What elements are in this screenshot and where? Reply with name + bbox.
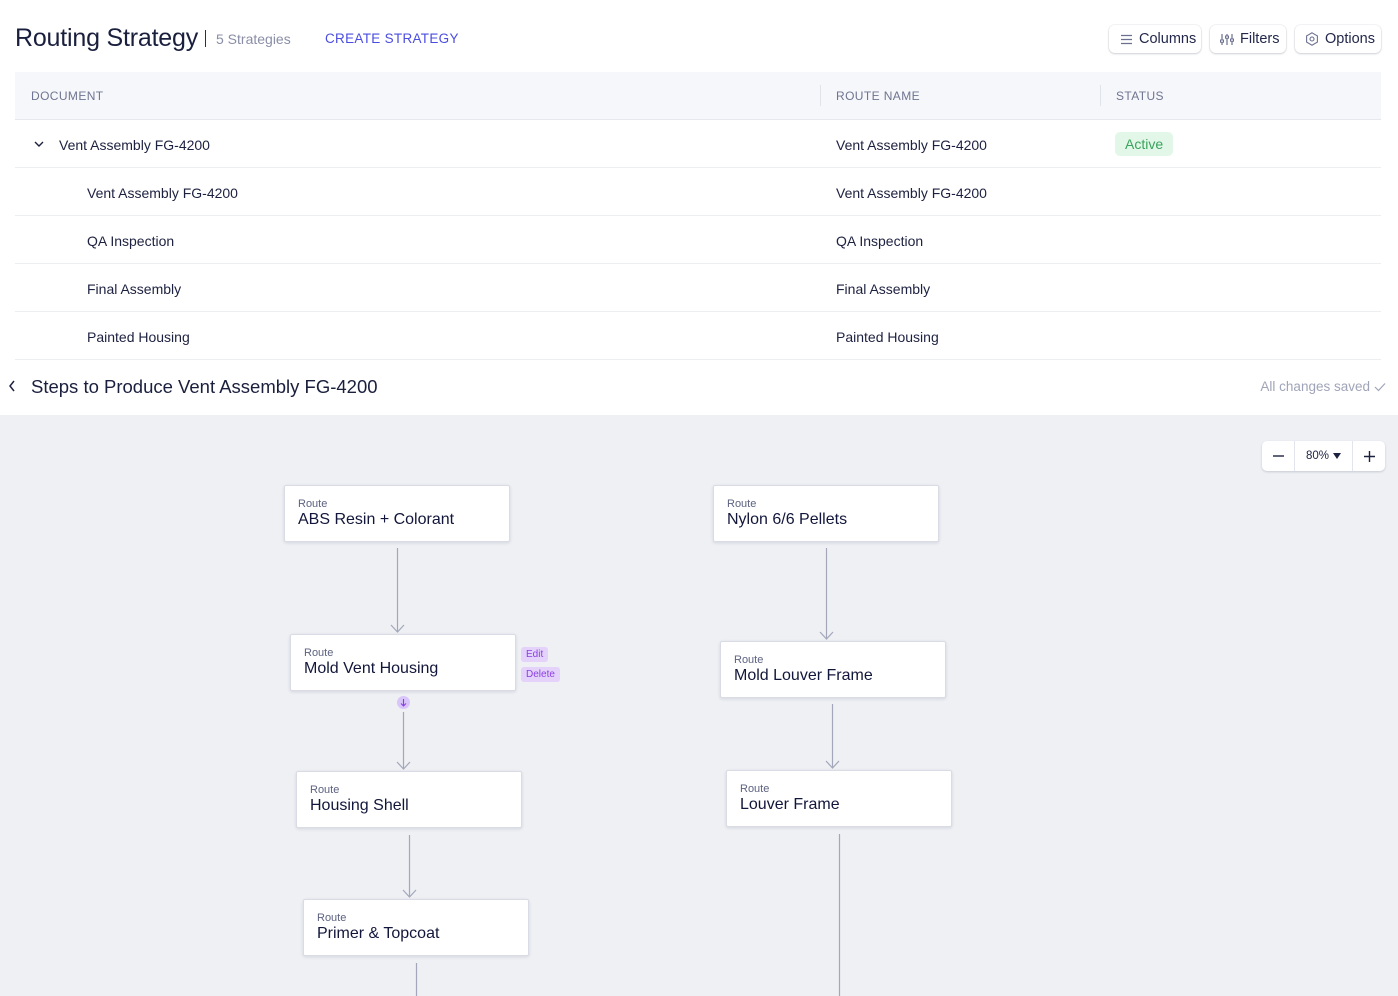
route-node[interactable]: Route Nylon 6/6 Pellets (713, 485, 939, 542)
page-title: Routing Strategy (15, 24, 199, 52)
row-route-name: Vent Assembly FG-4200 (836, 137, 987, 153)
create-strategy-button[interactable]: CREATE STRATEGY (325, 31, 459, 46)
arrow-head-icon (402, 889, 417, 898)
route-node-name: Nylon 6/6 Pellets (727, 511, 848, 528)
column-divider[interactable] (1100, 85, 1101, 106)
route-node[interactable]: Route Mold Louver Frame (720, 641, 946, 698)
plus-icon (1363, 450, 1375, 462)
columns-icon (1118, 31, 1134, 47)
zoom-select[interactable]: 80% (1295, 450, 1352, 462)
options-label: Options (1325, 31, 1375, 47)
route-node-name: Mold Vent Housing (304, 660, 439, 677)
title-divider (205, 30, 206, 47)
row-route-name: Final Assembly (836, 281, 931, 297)
columns-label: Columns (1139, 31, 1197, 47)
column-divider[interactable] (820, 85, 821, 106)
table-row[interactable]: Vent Assembly FG-4200 Vent Assembly FG-4… (15, 120, 1381, 168)
zoom-divider (1352, 441, 1353, 471)
route-node-label: Route (734, 654, 764, 666)
options-button[interactable]: Options (1295, 25, 1381, 53)
route-node-name: Louver Frame (740, 796, 840, 813)
caret-down-icon (1333, 453, 1342, 459)
save-status-text: All changes saved (1260, 379, 1370, 394)
columns-button[interactable]: Columns (1109, 25, 1201, 53)
route-node[interactable]: Route ABS Resin + Colorant (284, 485, 510, 542)
arrow-head-icon (825, 760, 840, 769)
sliders-icon (1219, 31, 1235, 47)
row-document: Painted Housing (87, 329, 190, 345)
page-header: Routing Strategy 5 Strategies CREATE STR… (0, 0, 1398, 72)
route-node-name: Mold Louver Frame (734, 667, 873, 684)
row-route-name: Vent Assembly FG-4200 (836, 185, 987, 201)
arrow-head-icon (390, 624, 405, 633)
route-node[interactable]: Route Mold Vent Housing (290, 634, 516, 691)
row-document: Vent Assembly FG-4200 (87, 185, 238, 201)
filters-label: Filters (1240, 31, 1280, 47)
row-route-name: QA Inspection (836, 233, 924, 249)
route-node-label: Route (298, 498, 328, 510)
route-node-label: Route (727, 498, 757, 510)
add-step-button[interactable] (397, 696, 410, 709)
zoom-in-button[interactable] (1353, 441, 1385, 471)
route-node-name: Housing Shell (310, 797, 409, 814)
arrow-head-icon (396, 761, 411, 770)
route-node-name: ABS Resin + Colorant (298, 511, 455, 528)
column-header-document[interactable]: DOCUMENT (31, 89, 104, 103)
route-node-label: Route (304, 647, 334, 659)
table-row[interactable]: Final Assembly Final Assembly (15, 264, 1381, 312)
route-node[interactable]: Route Primer & Topcoat (303, 899, 529, 956)
delete-node-button[interactable]: Delete (521, 667, 560, 682)
table-row[interactable]: Painted Housing Painted Housing (15, 312, 1381, 360)
minus-icon (1272, 455, 1284, 457)
chevron-down-icon[interactable] (33, 139, 45, 149)
checkmark-icon (1374, 382, 1386, 391)
arrow-head-icon (819, 631, 834, 640)
route-connectors (390, 548, 841, 996)
route-node[interactable]: Route Louver Frame (726, 770, 952, 827)
status-badge: Active (1115, 132, 1174, 156)
row-document: Vent Assembly FG-4200 (59, 137, 210, 153)
route-node-label: Route (317, 912, 347, 924)
column-header-status[interactable]: STATUS (1116, 89, 1164, 103)
zoom-control: 80% (1262, 441, 1385, 471)
column-header-route-name[interactable]: ROUTE NAME (836, 89, 921, 103)
table-header: DOCUMENT ROUTE NAME STATUS (15, 72, 1381, 120)
row-document: QA Inspection (87, 233, 175, 249)
steps-title: Steps to Produce Vent Assembly FG-4200 (31, 376, 378, 397)
table-row[interactable]: Vent Assembly FG-4200 Vent Assembly FG-4… (15, 168, 1381, 216)
route-node[interactable]: Route Housing Shell (296, 771, 522, 828)
steps-header: Steps to Produce Vent Assembly FG-4200 A… (0, 360, 1398, 415)
strategy-count: 5 Strategies (216, 31, 291, 47)
zoom-out-button[interactable] (1262, 441, 1294, 471)
row-document: Final Assembly (87, 281, 182, 297)
arrow-down-icon (400, 699, 407, 707)
strategy-table: DOCUMENT ROUTE NAME STATUS Vent Assembly… (15, 72, 1381, 360)
row-route-name: Painted Housing (836, 329, 939, 345)
zoom-divider (1294, 441, 1295, 471)
chevron-left-icon[interactable] (7, 379, 17, 393)
save-status: All changes saved (1260, 379, 1386, 394)
table-row[interactable]: QA Inspection QA Inspection (15, 216, 1381, 264)
filters-button[interactable]: Filters (1210, 25, 1286, 53)
route-node-name: Primer & Topcoat (317, 925, 440, 942)
settings-icon (1304, 31, 1320, 47)
edit-node-button[interactable]: Edit (521, 647, 549, 662)
routing-canvas[interactable]: 80% Route ABS Resin + Colorant Route Mol… (0, 415, 1398, 996)
route-node-label: Route (310, 784, 340, 796)
route-node-label: Route (740, 783, 770, 795)
zoom-value: 80% (1305, 450, 1330, 462)
